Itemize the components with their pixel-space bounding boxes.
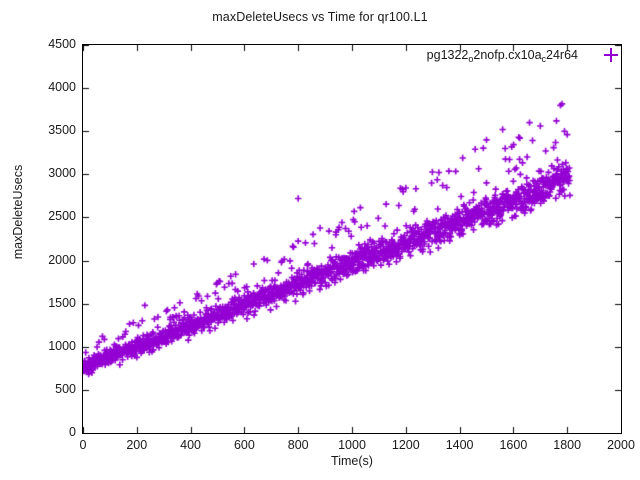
y-tick-label: 0 — [69, 425, 76, 439]
y-tick-label: 2000 — [48, 252, 76, 267]
x-tick-label: 1200 — [391, 438, 420, 452]
x-tick-label: 800 — [287, 438, 309, 452]
legend-series-label: pg1322o2nofp.cx10ac24r64 — [426, 48, 578, 64]
y-tick-label: 2500 — [48, 209, 76, 224]
x-tick-label: 1600 — [499, 438, 528, 452]
legend-plus-icon — [604, 48, 618, 62]
x-tick-label: 1000 — [338, 438, 366, 452]
plot-area — [82, 44, 622, 434]
scatter-canvas — [83, 45, 621, 433]
y-tick-label: 3000 — [48, 166, 76, 181]
x-tick-label: 200 — [126, 438, 148, 452]
y-tick-label: 1500 — [48, 295, 76, 310]
y-tick-label: 500 — [55, 381, 76, 396]
legend: pg1322o2nofp.cx10ac24r64 — [426, 48, 618, 64]
x-tick-label: 2000 — [607, 438, 635, 452]
y-tick-label: 4500 — [48, 37, 76, 51]
x-tick-label: 600 — [233, 438, 255, 452]
x-tick-label: 1800 — [553, 438, 582, 452]
x-tick-label: 400 — [180, 438, 202, 452]
y-axis-ticks: 0 500 1000 1500 2000 2500 3000 3500 4000 4500 — [0, 0, 76, 480]
chart-title: maxDeleteUsecs vs Time for qr100.L1 — [212, 10, 428, 24]
x-tick-label: 0 — [79, 438, 87, 452]
y-tick-label: 4000 — [48, 80, 76, 95]
y-tick-label: 3500 — [48, 123, 76, 138]
x-axis-label: Time(s) — [331, 454, 373, 468]
x-tick-label: 1400 — [445, 438, 474, 452]
y-tick-label: 1000 — [48, 338, 76, 353]
